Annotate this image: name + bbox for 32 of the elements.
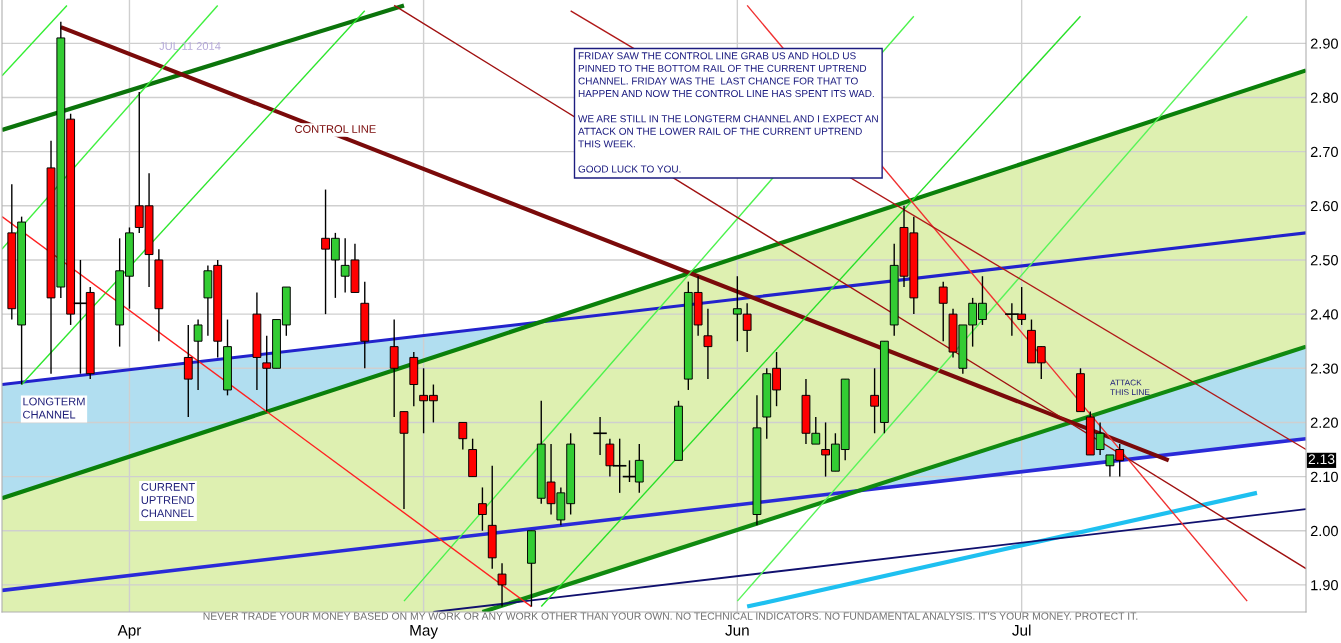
x-tick-label: Jun [725,625,749,636]
annotation: ATTACK THIS LINE [1110,379,1150,396]
candlestick [183,324,193,418]
y-tick-label: 2.70 [1310,146,1338,158]
annotation: CONTROL LINE [295,125,376,133]
text: JUL 11 2014 [159,42,221,50]
y-tick-label: 2.10 [1310,471,1338,483]
candlestick [938,280,948,342]
annotation: CURRENT UPTREND CHANNEL [141,482,195,518]
x-tick-label: Apr [117,625,142,639]
x-tick-label: Jul [1012,624,1031,636]
y-tick-label: 1.90 [1311,580,1338,591]
candlestick [478,486,487,532]
text: NEVER TRADE YOUR MONEY BASED ON MY WORK OR ANY WORK OTHER THAN YOUR OWN. NO TECHNICAL INDICATORS. NO FUNDAMENTAL ANALYSIS. IT'S YOUR MONEY. PROTECT IT. [203,612,1138,620]
annotation: 2.13 [1308,454,1335,465]
candlestick [458,421,468,451]
y-tick-label: 2.40 [1310,309,1338,320]
y-tick-label: 2.00 [1310,525,1338,537]
text: FRIDAY SAW THE CONTROL LINE GRAB US AND HOLD US PINNED TO THE BOTTOM RAIL OF THE CURRENT UPTREND CHANNEL. FRIDAY WAS THE LAST CHANCE FOR THAT TO HAPPEN AND NOW THE CONTROL LINE HAS SPENT ITS WAD. WE ARE STILL IN THE LONGTERM CHANNEL AND I EXPECT AN ATTACK ON THE LOWER RAIL OF THE CURRENT UPTREND THIS WEEK. GOOD LUCK TO YOU. [578,52,878,173]
y-tick-label: 2.80 [1310,92,1338,103]
y-tick-label: 2.30 [1310,363,1338,374]
candlestick [703,308,713,380]
y-tick-label: 2.20 [1310,417,1338,428]
y-tick-label: 2.50 [1310,255,1338,266]
candlestick [399,410,409,510]
annotation: LONGTERM CHANNEL [23,397,85,419]
candlestick [389,318,399,418]
x-tick-label: May [410,625,438,639]
candlestick [497,562,507,608]
y-tick-label: 2.90 [1310,38,1338,49]
candlestick [193,318,203,391]
y-tick-label: 2.60 [1310,200,1338,212]
